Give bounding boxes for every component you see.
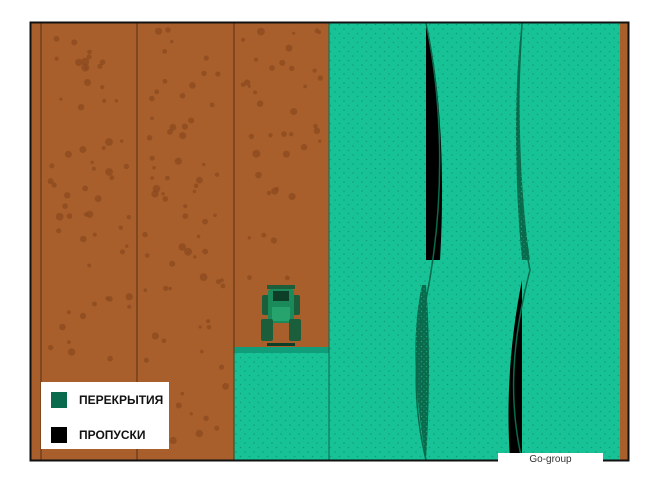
pass-boundary-2 — [512, 22, 531, 461]
sown-strip-texture — [234, 347, 329, 460]
sown-texture — [329, 23, 620, 460]
sown-strip-edge — [234, 347, 329, 353]
gap-swatch — [51, 427, 67, 443]
legend: ПЕРЕКРЫТИЯ ПРОПУСКИ — [41, 382, 169, 449]
soil-texture — [47, 27, 323, 445]
pass-boundary-1 — [415, 22, 441, 461]
legend-label: ПРОПУСКИ — [79, 428, 146, 442]
legend-item-gap: ПРОПУСКИ — [51, 426, 146, 444]
legend-label: ПЕРЕКРЫТИЯ — [79, 393, 164, 407]
overlap-region-lower — [415, 285, 429, 460]
overlap-swatch — [51, 392, 67, 408]
watermark: Go-group — [498, 453, 603, 467]
legend-item-overlap: ПЕРЕКРЫТИЯ — [51, 391, 163, 409]
tractor-icon — [261, 285, 301, 346]
field-frame — [29, 21, 630, 462]
